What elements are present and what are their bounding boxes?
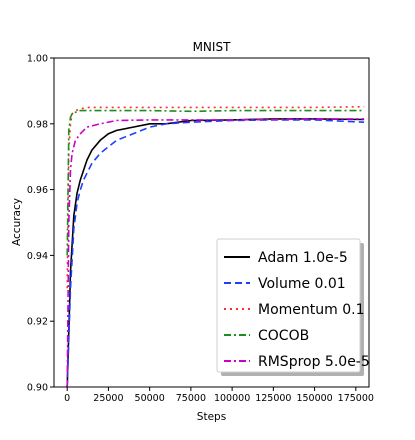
x-tick-label: 75000 <box>176 393 206 404</box>
x-tick-label: 175000 <box>338 393 374 404</box>
y-axis-label: Accuracy <box>11 198 23 246</box>
legend-items: Adam 1.0e-5 Volume 0.01 Momentum 0.1 COCOB R… <box>224 250 370 370</box>
series-line-2 <box>66 105 365 289</box>
legend-label-1: Volume 0.01 <box>258 276 346 292</box>
legend: Adam 1.0e-5 Volume 0.01 Momentum 0.1 COCOB R… <box>216 238 370 376</box>
y-tick-label: 1.00 <box>27 54 48 65</box>
x-tick-label: 25000 <box>93 393 123 404</box>
legend-label-2: Momentum 0.1 <box>258 302 364 318</box>
y-tick-label: 0.98 <box>27 119 48 130</box>
y-tick-label: 0.92 <box>27 317 48 328</box>
x-tick-label: 0 <box>64 393 70 404</box>
x-tick-label: 150000 <box>296 393 332 404</box>
series-line-4 <box>66 118 365 388</box>
plot-frame <box>53 57 370 388</box>
x-axis-label: Steps <box>197 411 226 423</box>
x-tick-label: 50000 <box>135 393 165 404</box>
legend-label-3: COCOB <box>258 328 309 344</box>
legend-label-0: Adam 1.0e-5 <box>258 250 348 266</box>
y-tick-label: 0.94 <box>27 251 48 262</box>
x-tick-label: 125000 <box>255 393 291 404</box>
y-tick-label: 0.90 <box>27 383 48 394</box>
y-tick-label: 0.96 <box>27 185 48 196</box>
series-layer <box>66 105 365 388</box>
x-tick-label: 100000 <box>214 393 250 404</box>
series-line-3 <box>66 109 365 256</box>
ticks-layer: 0 25000 50000 75000 100000 125000 150000 175000… <box>27 54 374 405</box>
legend-box <box>216 238 361 373</box>
legend-label-4: RMSprop 5.0e-5 <box>258 354 370 370</box>
chart-title: MNIST <box>193 40 231 54</box>
